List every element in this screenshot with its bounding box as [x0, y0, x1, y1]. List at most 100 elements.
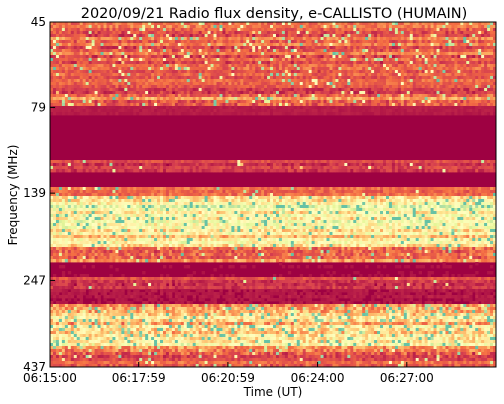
heatmap-cell [181, 79, 184, 82]
heatmap-cell [356, 112, 359, 115]
heatmap-cell [398, 94, 401, 97]
heatmap-cell [139, 43, 142, 46]
heatmap-cell [472, 28, 475, 31]
heatmap-cell [234, 28, 237, 31]
heatmap-cell [196, 163, 199, 166]
heatmap-cell [160, 64, 163, 67]
heatmap-cell [59, 88, 62, 91]
heatmap-cell [74, 100, 77, 103]
heatmap-cell [267, 97, 270, 100]
heatmap-cell [136, 73, 139, 76]
heatmap-cell [56, 46, 59, 49]
heatmap-cell [359, 106, 362, 109]
heatmap-cell [77, 55, 80, 58]
heatmap-cell [457, 91, 460, 94]
heatmap-cell [457, 55, 460, 58]
heatmap-cell [431, 88, 434, 91]
heatmap-cell [380, 103, 383, 106]
heatmap-cell [178, 28, 181, 31]
heatmap-cell [71, 46, 74, 49]
heatmap-cell [154, 64, 157, 67]
heatmap-cell [353, 85, 356, 88]
heatmap-cell [136, 112, 139, 115]
heatmap-cell [181, 28, 184, 31]
heatmap-cell [53, 94, 56, 97]
heatmap-cell [172, 112, 175, 115]
heatmap-cell [315, 73, 318, 76]
heatmap-cell [318, 79, 321, 82]
heatmap-cell [246, 37, 249, 40]
heatmap-cell [243, 55, 246, 58]
heatmap-cell [324, 55, 327, 58]
heatmap-cell [332, 25, 335, 28]
heatmap-cell [255, 64, 258, 67]
heatmap-cell [315, 58, 318, 61]
heatmap-cell [374, 91, 377, 94]
heatmap-cell [300, 70, 303, 73]
heatmap-cell [294, 79, 297, 82]
heatmap-cell [309, 40, 312, 43]
heatmap-cell [377, 61, 380, 64]
heatmap-cell [243, 103, 246, 106]
heatmap-cell [109, 28, 112, 31]
heatmap-cell [222, 28, 225, 31]
heatmap-cell [83, 79, 86, 82]
heatmap-cell [451, 73, 454, 76]
heatmap-cell [267, 76, 270, 79]
heatmap-cell [157, 82, 160, 85]
heatmap-cell [118, 61, 121, 64]
heatmap-cell [442, 94, 445, 97]
heatmap-cell [71, 163, 74, 166]
heatmap-cell [472, 79, 475, 82]
heatmap-cell [377, 88, 380, 91]
heatmap-cell [448, 100, 451, 103]
heatmap-cell [169, 28, 172, 31]
heatmap-cell [279, 37, 282, 40]
heatmap-cell [199, 97, 202, 100]
heatmap-cell [484, 43, 487, 46]
heatmap-cell [353, 97, 356, 100]
heatmap-cell [62, 37, 65, 40]
heatmap-cell [249, 70, 252, 73]
heatmap-cell [237, 70, 240, 73]
heatmap-cell [276, 163, 279, 166]
heatmap-cell [222, 67, 225, 70]
heatmap-cell [222, 85, 225, 88]
heatmap-cell [410, 160, 413, 163]
heatmap-cell [193, 22, 196, 25]
heatmap-cell [178, 97, 181, 100]
heatmap-cell [160, 52, 163, 55]
heatmap-cell [127, 79, 130, 82]
heatmap-cell [62, 40, 65, 43]
heatmap-cell [231, 70, 234, 73]
heatmap-cell [288, 67, 291, 70]
heatmap-cell [104, 100, 107, 103]
heatmap-cell [490, 40, 493, 43]
heatmap-cell [255, 106, 258, 109]
heatmap-cell [359, 97, 362, 100]
heatmap-cell [92, 100, 95, 103]
heatmap-cell [383, 79, 386, 82]
heatmap-cell [228, 94, 231, 97]
heatmap-cell [136, 82, 139, 85]
heatmap-cell [95, 166, 98, 169]
heatmap-cell [205, 70, 208, 73]
heatmap-cell [404, 109, 407, 112]
heatmap-cell [279, 97, 282, 100]
heatmap-cell [258, 61, 261, 64]
heatmap-cell [62, 85, 65, 88]
heatmap-cell [166, 103, 169, 106]
heatmap-cell [335, 70, 338, 73]
heatmap-cell [136, 70, 139, 73]
heatmap-cell [407, 79, 410, 82]
heatmap-cell [273, 91, 276, 94]
heatmap-cell [255, 61, 258, 64]
heatmap-cell [130, 22, 133, 25]
heatmap-cell [341, 22, 344, 25]
heatmap-cell [252, 25, 255, 28]
heatmap-cell [389, 85, 392, 88]
heatmap-cell [151, 46, 154, 49]
heatmap-cell [104, 34, 107, 37]
heatmap-cell [234, 34, 237, 37]
heatmap-cell [321, 82, 324, 85]
